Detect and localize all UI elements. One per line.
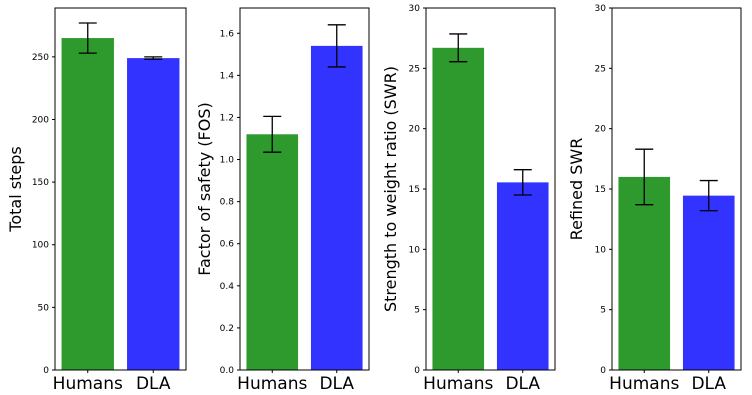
chart-3-ytick-label-2: 10 bbox=[595, 245, 607, 255]
chart-2-ytick-label-3: 15 bbox=[409, 185, 420, 195]
chart-0-errorbar-humans bbox=[78, 22, 97, 54]
chart-2-bar-dla bbox=[496, 182, 549, 370]
chart-0-ytick-label-1: 50 bbox=[38, 303, 50, 313]
chart-0-category-label-humans: Humans bbox=[53, 374, 123, 394]
chart-1-bar-humans bbox=[246, 134, 299, 370]
chart-0-axes-frame bbox=[54, 7, 187, 371]
chart-1-ytick-label-4: 0.8 bbox=[220, 198, 235, 208]
chart-1-category-label-dla: DLA bbox=[319, 374, 354, 394]
chart-0-panel: Humans DLA 0 50 100 150 200 250 Total steps bbox=[6, 7, 187, 394]
chart-2-ytick-label-2: 10 bbox=[409, 245, 421, 255]
chart-1-ytick-label-0: 0.0 bbox=[220, 366, 235, 376]
chart-1-ytick-label-2: 0.4 bbox=[220, 282, 235, 292]
chart-3-ytick-label-4: 20 bbox=[595, 125, 607, 135]
chart-1-ytick-label-5: 1.0 bbox=[220, 156, 235, 166]
chart-0-category-label-dla: DLA bbox=[136, 374, 171, 394]
chart-2-errorbar-dla bbox=[513, 169, 532, 196]
chart-0-ytick-label-3: 150 bbox=[32, 178, 49, 188]
chart-1-ytick-label-3: 0.6 bbox=[220, 240, 235, 250]
chart-1-ytick-label-1: 0.2 bbox=[220, 324, 234, 334]
chart-1-category-label-humans: Humans bbox=[237, 374, 307, 394]
chart-2-category-label-dla: DLA bbox=[505, 374, 540, 394]
chart-0-ytick-label-5: 250 bbox=[32, 53, 49, 63]
chart-2-ytick-label-4: 20 bbox=[409, 125, 421, 135]
chart-0-ytick-label-4: 200 bbox=[32, 115, 49, 125]
chart-2-ytick-label-5: 25 bbox=[409, 64, 420, 74]
chart-0-ytick-label-0: 0 bbox=[43, 366, 49, 376]
chart-2-panel: Humans DLA 0 5 10 15 20 25 30 Strength to weight … bbox=[381, 4, 556, 394]
chart-2-y-axis-title: Strength to weight ratio (SWR) bbox=[381, 66, 400, 312]
chart-3-ytick-label-1: 5 bbox=[600, 306, 606, 316]
chart-3-ytick-label-0: 0 bbox=[600, 366, 606, 376]
chart-0-errorbar-dla bbox=[144, 56, 163, 61]
chart-3-axes-frame bbox=[611, 7, 742, 371]
chart-1-errorbar-dla bbox=[327, 24, 346, 68]
chart-3-errorbar-humans bbox=[635, 148, 654, 206]
chart-0-bar-humans bbox=[61, 38, 114, 370]
chart-2-bar-humans bbox=[432, 47, 485, 370]
chart-1-panel: Humans DLA 0.0 0.2 0.4 0.6 0.8 1.0 1.2 1.4 1.6 Fact… bbox=[195, 7, 370, 394]
chart-3-bar-dla bbox=[682, 195, 735, 370]
chart-3-category-label-dla: DLA bbox=[691, 374, 726, 394]
chart-2-axes-frame bbox=[425, 7, 556, 371]
chart-1-ytick-label-7: 1.4 bbox=[220, 71, 235, 81]
chart-1-ytick-label-8: 1.6 bbox=[220, 29, 235, 39]
chart-1-ytick-label-6: 1.2 bbox=[220, 113, 234, 123]
chart-2-ytick-label-1: 5 bbox=[414, 306, 420, 316]
chart-3-y-axis-title: Refined SWR bbox=[567, 138, 586, 241]
chart-1-bar-dla bbox=[310, 45, 363, 370]
chart-1-y-axis-title: Factor of safety (FOS) bbox=[195, 102, 214, 275]
chart-1-errorbar-humans bbox=[263, 115, 282, 153]
chart-3-bar-humans bbox=[618, 176, 671, 370]
chart-2-category-label-humans: Humans bbox=[423, 374, 493, 394]
chart-0-y-axis-title: Total steps bbox=[6, 146, 25, 232]
chart-3-panel: Humans DLA 0 5 10 15 20 25 30 Refined SWR bbox=[567, 4, 742, 394]
chart-3-category-label-humans: Humans bbox=[609, 374, 679, 394]
chart-3-ytick-label-3: 15 bbox=[595, 185, 606, 195]
chart-2-ytick-label-6: 30 bbox=[409, 4, 421, 14]
chart-3-ytick-label-6: 30 bbox=[595, 4, 607, 14]
chart-0-bar-dla bbox=[127, 58, 180, 370]
chart-3-errorbar-dla bbox=[699, 179, 718, 212]
chart-1-axes-frame bbox=[239, 7, 370, 371]
chart-0-ytick-label-2: 100 bbox=[32, 241, 49, 251]
chart-2-ytick-label-0: 0 bbox=[414, 366, 420, 376]
chart-2-errorbar-humans bbox=[449, 33, 468, 63]
chart-3-ytick-label-5: 25 bbox=[595, 64, 606, 74]
